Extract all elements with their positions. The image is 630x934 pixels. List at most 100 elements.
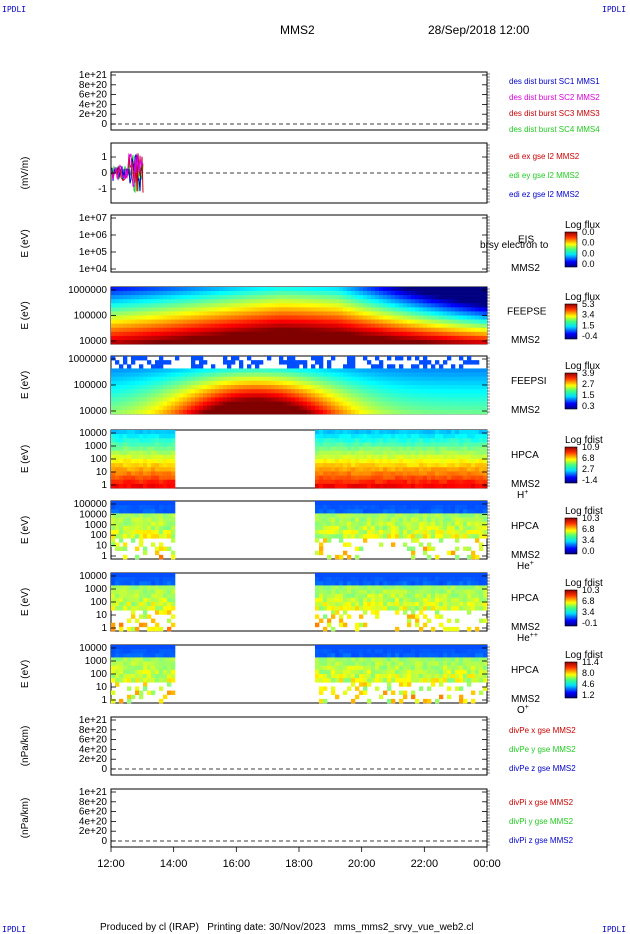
heatmap-cell <box>475 393 480 398</box>
heatmap-cell <box>471 372 476 378</box>
heatmap-cell <box>127 315 132 320</box>
heatmap-cell <box>167 287 172 292</box>
heatmap-cell <box>455 602 460 607</box>
heatmap-cell <box>467 385 472 390</box>
heatmap-cell <box>347 534 352 539</box>
heatmap-cell <box>155 501 160 506</box>
heatmap-cell <box>399 331 404 337</box>
heatmap-cell <box>379 597 384 603</box>
heatmap-cell <box>379 438 384 443</box>
heatmap-cell <box>463 319 468 324</box>
heatmap-cell <box>415 409 420 415</box>
heatmap-cell <box>451 327 456 333</box>
colorbar-tick: 1.5 <box>582 390 595 400</box>
heatmap-cell <box>459 376 464 382</box>
heatmap-cell <box>455 385 460 390</box>
heatmap-cell <box>355 405 360 411</box>
heatmap-cell <box>287 339 292 345</box>
heatmap-cell <box>115 315 120 320</box>
heatmap-cell <box>323 397 328 402</box>
heatmap-cell <box>379 463 384 468</box>
heatmap-cell <box>463 331 468 337</box>
heatmap-cell <box>219 291 224 296</box>
heatmap-cell <box>123 674 128 679</box>
heatmap-cell <box>195 307 200 312</box>
heatmap-cell <box>127 694 132 700</box>
heatmap-cell <box>319 311 324 316</box>
species-label: H+ <box>517 489 528 501</box>
heatmap-cell <box>167 509 172 514</box>
heatmap-cell <box>207 389 212 394</box>
heatmap-cell <box>447 307 452 312</box>
heatmap-cell <box>151 661 156 667</box>
heatmap-cell <box>127 327 132 333</box>
spacecraft-label: MMS2 <box>511 263 540 274</box>
heatmap-cell <box>235 327 240 333</box>
heatmap-cell <box>407 614 412 619</box>
heatmap-cell <box>415 331 420 337</box>
heatmap-cell <box>147 581 152 586</box>
heatmap-cell <box>167 585 172 590</box>
heatmap-cell <box>447 446 452 452</box>
heatmap-cell <box>247 311 252 316</box>
heatmap-cell <box>195 331 200 337</box>
heatmap-cell <box>459 585 464 590</box>
heatmap-cell <box>267 339 272 345</box>
heatmap-cell <box>303 315 308 320</box>
heatmap-cell <box>331 483 336 489</box>
heatmap-cell <box>351 521 356 527</box>
heatmap-cell <box>479 299 484 304</box>
heatmap-cell <box>143 573 148 578</box>
heatmap-cell <box>167 626 172 632</box>
heatmap-cell <box>155 380 160 386</box>
heatmap-cell <box>159 450 164 456</box>
heatmap-cell <box>151 434 156 439</box>
heatmap-cell <box>319 389 324 394</box>
heatmap-cell <box>327 327 332 333</box>
heatmap-cell <box>447 509 452 514</box>
heatmap-cell <box>351 602 356 607</box>
heatmap-cell <box>311 405 316 411</box>
heatmap-cell <box>427 542 432 547</box>
heatmap-cell <box>443 459 448 464</box>
colorbar-tick: 6.8 <box>582 453 595 463</box>
heatmap-cell <box>411 339 416 345</box>
heatmap-cell <box>183 291 188 296</box>
heatmap-cell <box>127 653 132 658</box>
heatmap-cell <box>395 589 400 595</box>
heatmap-cell <box>383 307 388 312</box>
heatmap-cell <box>187 393 192 398</box>
heatmap-cell <box>395 467 400 472</box>
heatmap-cell <box>179 311 184 316</box>
heatmap-cell <box>311 319 316 324</box>
heatmap-cell <box>123 409 128 415</box>
heatmap-cell <box>427 554 432 560</box>
heatmap-cell <box>211 405 216 411</box>
heatmap-cell <box>315 434 320 439</box>
heatmap-cell <box>483 331 488 337</box>
y-tick-label: 1 <box>101 480 107 491</box>
heatmap-cell <box>483 380 488 386</box>
heatmap-cell <box>479 335 484 341</box>
heatmap-cell <box>163 509 168 514</box>
heatmap-cell <box>411 606 416 611</box>
heatmap-cell <box>459 450 464 456</box>
heatmap-cell <box>115 311 120 316</box>
heatmap-cell <box>159 513 164 518</box>
heatmap-cell <box>419 483 424 489</box>
heatmap-cell <box>439 505 444 510</box>
heatmap-cell <box>315 593 320 599</box>
heatmap-cell <box>415 446 420 452</box>
heatmap-cell <box>199 409 204 415</box>
heatmap-cell <box>111 327 116 333</box>
heatmap-cell <box>343 454 348 460</box>
heatmap-cell <box>431 385 436 390</box>
heatmap-cell <box>319 589 324 595</box>
heatmap-cell <box>367 405 372 411</box>
heatmap-cell <box>467 368 472 373</box>
heatmap-cell <box>143 653 148 658</box>
heatmap-cell <box>375 368 380 373</box>
heatmap-cell <box>383 385 388 390</box>
heatmap-cell <box>211 315 216 320</box>
heatmap-cell <box>323 597 328 603</box>
